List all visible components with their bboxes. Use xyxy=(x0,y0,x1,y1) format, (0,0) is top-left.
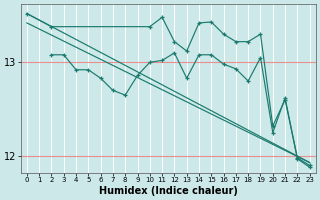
X-axis label: Humidex (Indice chaleur): Humidex (Indice chaleur) xyxy=(99,186,238,196)
